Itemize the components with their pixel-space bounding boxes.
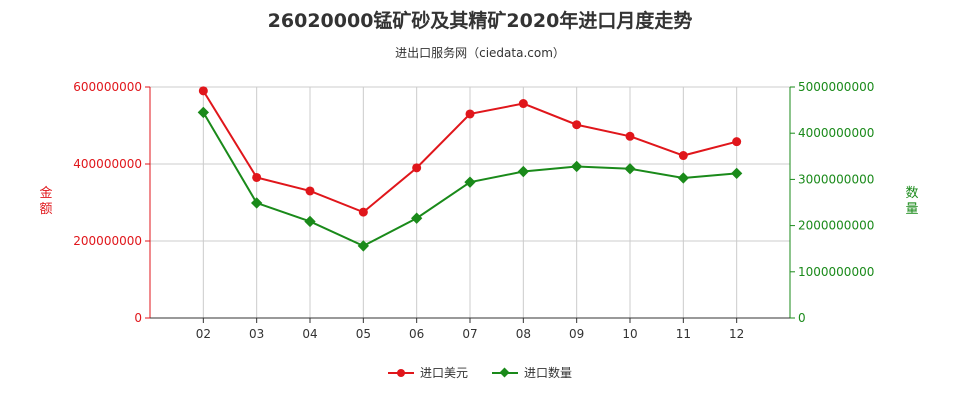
data-point-usd — [465, 109, 475, 119]
left-axis-title: 金额 — [39, 186, 53, 217]
data-point-usd — [732, 137, 742, 147]
x-tick-label: 04 — [302, 327, 317, 341]
right-tick-label: 4000000000 — [798, 126, 874, 140]
x-tick-label: 03 — [249, 327, 264, 341]
left-tick-label: 200000000 — [73, 234, 142, 248]
data-point-qty — [677, 172, 689, 184]
legend-item-usd[interactable]: 进口美元 — [387, 364, 468, 381]
x-tick-label: 02 — [196, 327, 211, 341]
left-tick-label: 600000000 — [73, 80, 142, 94]
data-point-qty — [304, 215, 316, 228]
legend-usd-label: 进口美元 — [419, 366, 468, 380]
right-tick-label: 5000000000 — [798, 80, 874, 94]
right-tick-label: 1000000000 — [798, 265, 874, 279]
right-axis-title: 数量 — [905, 186, 919, 217]
data-point-qty — [357, 240, 369, 252]
data-point-usd — [252, 172, 262, 182]
x-tick-label: 12 — [729, 327, 744, 341]
data-point-qty — [731, 167, 743, 180]
data-point-qty — [251, 197, 263, 209]
chart-subtitle: 进出口服务网（ciedata.com） — [395, 46, 565, 60]
x-tick-label: 08 — [516, 327, 531, 341]
data-point-usd — [305, 186, 315, 196]
data-point-qty — [624, 163, 636, 175]
legend-qty-label: 进口数量 — [524, 366, 573, 380]
data-point-qty — [464, 176, 476, 188]
data-point-qty — [411, 212, 423, 224]
data-point-usd — [358, 207, 368, 217]
data-point-usd — [198, 86, 208, 96]
data-point-usd — [518, 99, 528, 109]
legend: 进口美元 进口数量 — [0, 364, 960, 381]
left-tick-label: 400000000 — [73, 157, 142, 171]
data-point-usd — [678, 151, 688, 161]
legend-item-qty[interactable]: 进口数量 — [492, 364, 572, 381]
right-tick-label: 0 — [798, 311, 806, 325]
data-point-usd — [412, 163, 422, 173]
x-tick-label: 11 — [676, 327, 691, 341]
data-point-qty — [517, 165, 529, 178]
x-tick-label: 09 — [569, 327, 584, 341]
chart-title: 26020000锰矿砂及其精矿2020年进口月度走势 — [267, 10, 693, 32]
left-tick-label: 0 — [134, 311, 142, 325]
x-tick-label: 10 — [622, 327, 637, 341]
legend-qty-swatch-icon — [492, 367, 518, 379]
legend-usd-swatch-icon — [387, 367, 414, 379]
data-point-qty — [197, 106, 209, 119]
x-tick-label: 05 — [356, 327, 371, 341]
x-tick-label: 07 — [462, 327, 477, 341]
right-tick-label: 3000000000 — [798, 172, 874, 186]
x-tick-label: 06 — [409, 327, 424, 341]
data-point-qty — [571, 160, 583, 173]
right-tick-label: 2000000000 — [798, 219, 874, 233]
data-point-usd — [572, 120, 582, 130]
data-point-usd — [625, 131, 635, 141]
